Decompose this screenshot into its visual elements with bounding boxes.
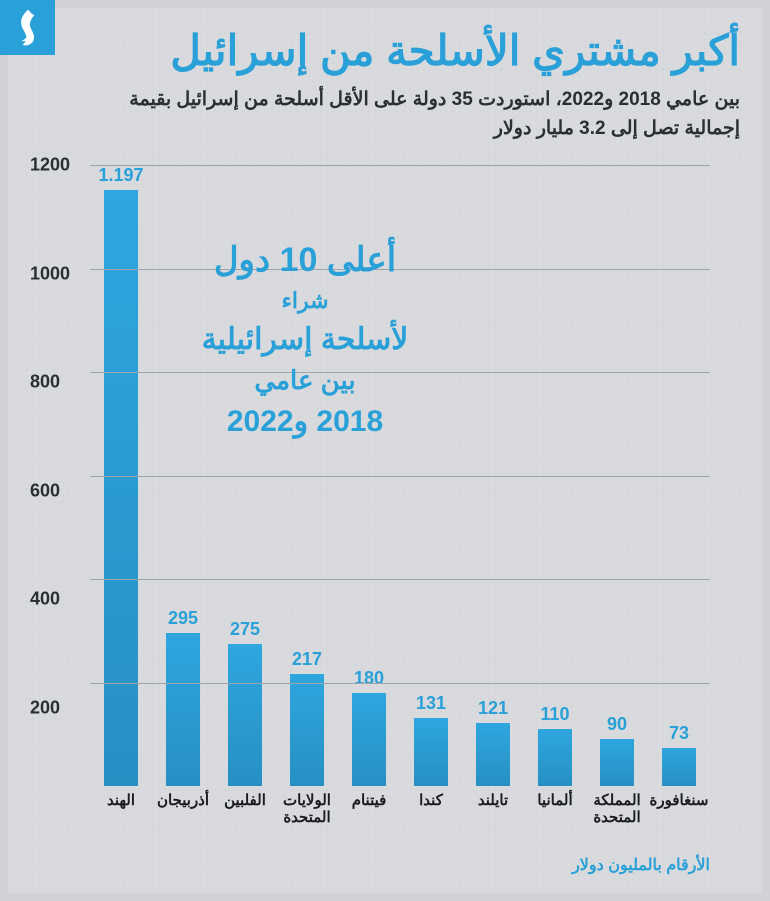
gridline [90, 165, 710, 166]
y-tick-label: 1000 [30, 263, 82, 284]
x-tick-label: سنغافورة [648, 786, 710, 816]
bar [414, 718, 448, 786]
bar [290, 674, 324, 786]
overlay-line-2: شراء [155, 288, 455, 314]
x-tick-label: كندا [400, 786, 462, 816]
bar [538, 729, 572, 786]
y-tick-label: 600 [30, 480, 82, 501]
bar [600, 739, 634, 786]
overlay-line-3: لأسلحة إسرائيلية [155, 322, 455, 357]
gridline [90, 683, 710, 684]
bar-value-label: 90 [607, 714, 627, 735]
x-axis-labels: الهندأذربيجانالفلبينالولاياتالمتحدةفيتنا… [90, 786, 710, 816]
page-subtitle: بين عامي 2018 و2022، استوردت 35 دولة على… [90, 86, 740, 143]
bar-value-label: 1.197 [98, 165, 143, 186]
y-tick-label: 200 [30, 697, 82, 718]
bar-value-label: 110 [540, 704, 569, 725]
aljazeera-logo [0, 0, 55, 55]
x-tick-label: الهند [90, 786, 152, 816]
bar-value-label: 73 [669, 723, 689, 744]
bar [662, 748, 696, 786]
bar [228, 644, 262, 786]
bar [476, 723, 510, 786]
bar-value-label: 131 [416, 693, 446, 714]
bar [104, 190, 138, 786]
overlay-line-4: بين عامي [155, 365, 455, 396]
y-tick-label: 400 [30, 589, 82, 610]
footer-note: الأرقام بالمليون دولار [572, 855, 710, 875]
x-tick-label: الفلبين [214, 786, 276, 816]
x-tick-label: تايلند [462, 786, 524, 816]
overlay-line-5: 2018 و2022 [155, 404, 455, 439]
bar-value-label: 275 [230, 619, 260, 640]
x-tick-label: ألمانيا [524, 786, 586, 816]
x-tick-label: المملكةالمتحدة [586, 786, 648, 816]
y-tick-label: 1200 [30, 155, 82, 176]
overlay-caption: أعلى 10 دول شراء لأسلحة إسرائيلية بين عا… [155, 240, 455, 439]
x-tick-label: الولاياتالمتحدة [276, 786, 338, 816]
bar-value-label: 121 [478, 698, 508, 719]
bar-value-label: 295 [168, 608, 198, 629]
x-tick-label: أذربيجان [152, 786, 214, 816]
page-title: أكبر مشتري الأسلحة من إسرائيل [90, 26, 740, 75]
y-tick-label: 800 [30, 372, 82, 393]
bar-value-label: 217 [292, 649, 322, 670]
gridline [90, 476, 710, 477]
bar [166, 633, 200, 786]
bar [352, 693, 386, 786]
x-tick-label: فيتنام [338, 786, 400, 816]
gridline [90, 579, 710, 580]
overlay-line-1: أعلى 10 دول [155, 240, 455, 280]
flame-icon [11, 8, 45, 48]
bar-value-label: 180 [354, 668, 384, 689]
